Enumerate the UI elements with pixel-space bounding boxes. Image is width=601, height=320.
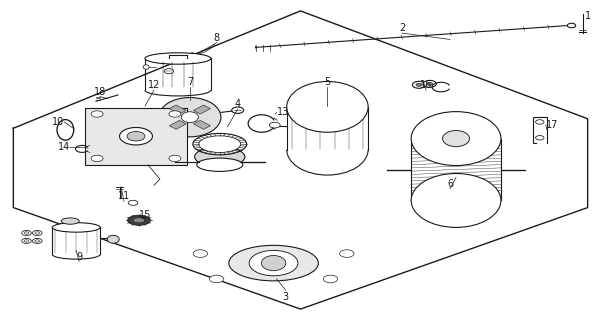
Bar [411, 139, 501, 200]
Bar [287, 107, 368, 150]
Text: 7: 7 [187, 77, 193, 87]
Ellipse shape [32, 238, 42, 244]
Text: 17: 17 [546, 120, 558, 130]
Text: 11: 11 [118, 191, 130, 201]
Ellipse shape [24, 232, 29, 234]
Bar [169, 105, 186, 114]
Bar [52, 228, 100, 254]
Bar [169, 120, 186, 129]
Bar [194, 120, 210, 129]
Ellipse shape [24, 240, 29, 242]
Circle shape [269, 122, 280, 128]
Ellipse shape [52, 223, 100, 232]
Text: 6: 6 [447, 179, 453, 188]
Ellipse shape [249, 251, 298, 276]
Text: 16: 16 [420, 80, 432, 90]
Text: 1: 1 [585, 11, 591, 21]
Ellipse shape [229, 245, 319, 281]
Circle shape [412, 81, 426, 88]
Circle shape [128, 200, 138, 205]
Circle shape [164, 69, 174, 74]
Ellipse shape [197, 158, 243, 172]
Ellipse shape [143, 65, 149, 69]
Text: 13: 13 [276, 108, 289, 117]
Circle shape [535, 120, 544, 124]
Circle shape [323, 275, 338, 283]
Text: 15: 15 [139, 210, 151, 220]
Ellipse shape [261, 255, 286, 271]
Ellipse shape [32, 230, 42, 236]
Circle shape [210, 275, 224, 283]
Text: 2: 2 [399, 23, 405, 33]
Ellipse shape [287, 82, 368, 132]
Text: 8: 8 [214, 33, 220, 43]
Ellipse shape [22, 230, 31, 236]
Circle shape [567, 23, 576, 28]
Ellipse shape [411, 112, 501, 165]
Ellipse shape [35, 232, 40, 234]
Ellipse shape [159, 98, 221, 137]
Circle shape [91, 155, 103, 162]
Circle shape [193, 250, 207, 257]
Ellipse shape [199, 136, 240, 152]
Ellipse shape [145, 53, 211, 64]
Ellipse shape [442, 131, 469, 147]
Text: 18: 18 [94, 86, 106, 97]
Text: 4: 4 [234, 99, 241, 109]
Circle shape [169, 155, 181, 162]
Polygon shape [85, 108, 187, 165]
Text: 10: 10 [52, 117, 64, 127]
Text: 3: 3 [282, 292, 288, 302]
Circle shape [416, 83, 422, 86]
Ellipse shape [107, 235, 119, 243]
Ellipse shape [127, 215, 150, 225]
Circle shape [535, 136, 544, 140]
Circle shape [232, 107, 243, 113]
Circle shape [169, 111, 181, 117]
Circle shape [340, 250, 354, 257]
Ellipse shape [182, 112, 198, 123]
Text: 5: 5 [325, 77, 331, 87]
Circle shape [427, 82, 433, 85]
Circle shape [91, 111, 103, 117]
Text: 12: 12 [148, 80, 160, 90]
Ellipse shape [127, 132, 145, 141]
Ellipse shape [411, 173, 501, 228]
Ellipse shape [133, 218, 145, 223]
Ellipse shape [120, 127, 153, 145]
Ellipse shape [35, 240, 40, 242]
Circle shape [423, 80, 436, 87]
Ellipse shape [22, 238, 31, 244]
Text: 14: 14 [58, 142, 70, 152]
Ellipse shape [195, 147, 245, 167]
Ellipse shape [61, 218, 79, 224]
Text: 9: 9 [76, 252, 82, 261]
Bar [194, 105, 210, 114]
